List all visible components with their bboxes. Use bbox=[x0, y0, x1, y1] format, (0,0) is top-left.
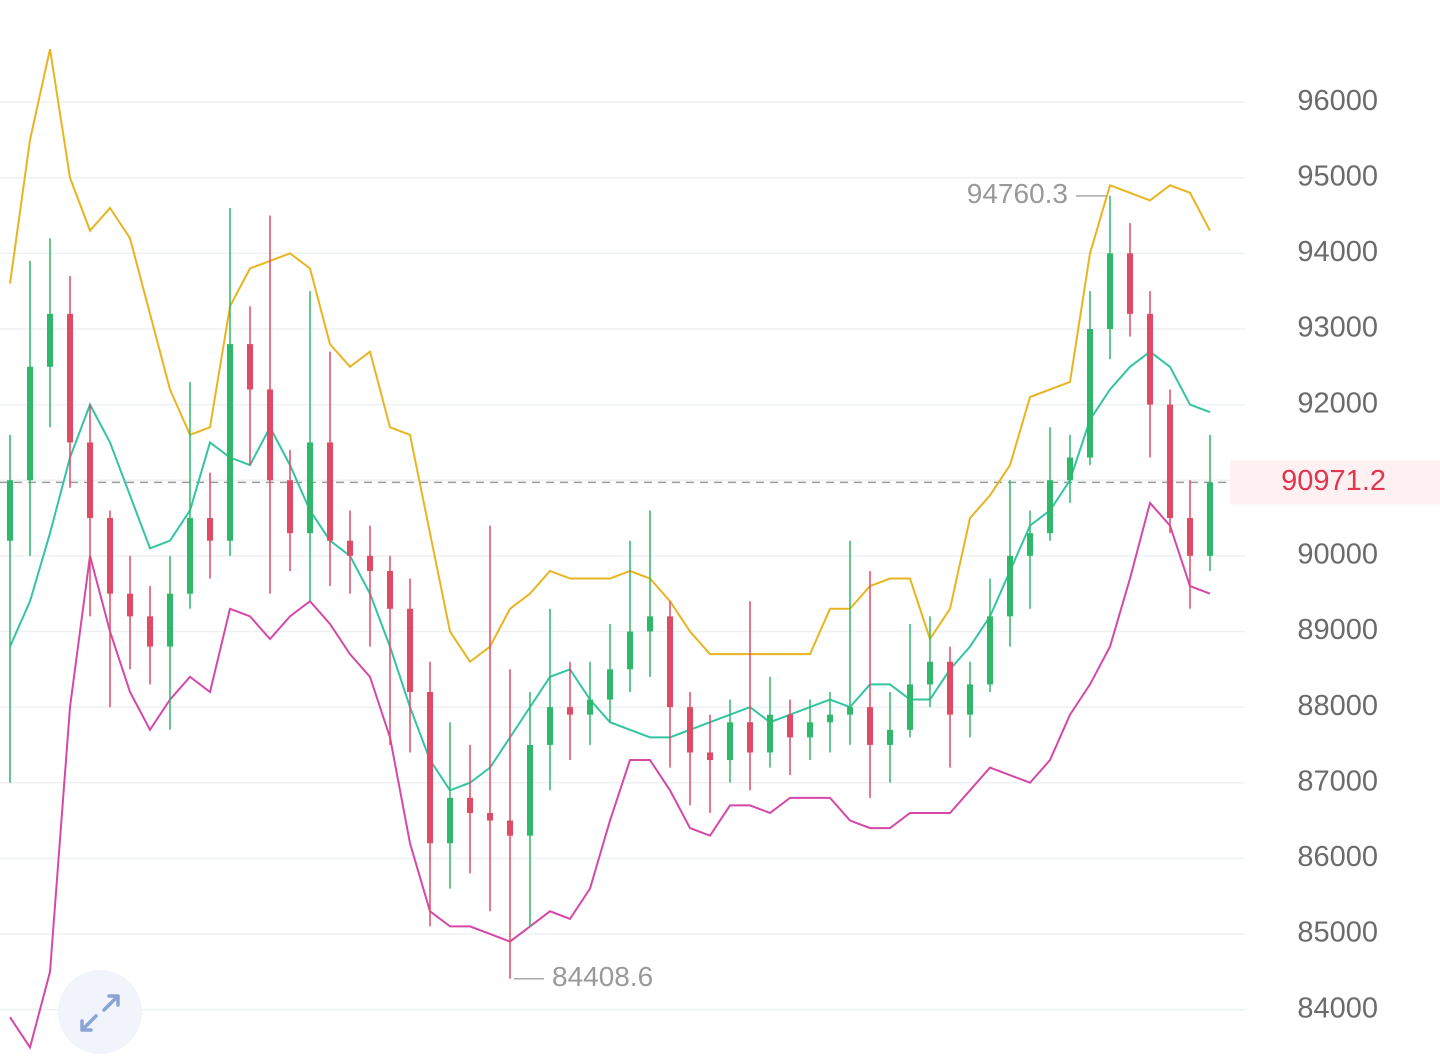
candle-body bbox=[347, 540, 353, 556]
candle-body bbox=[1187, 518, 1193, 556]
min-label: 84408.6 bbox=[552, 961, 653, 992]
band-line bbox=[9, 48, 1211, 664]
candle-body bbox=[1027, 533, 1033, 556]
candle-body bbox=[667, 616, 673, 708]
candle-body bbox=[367, 555, 373, 571]
y-tick-label: 94000 bbox=[1297, 236, 1378, 268]
candle-body bbox=[467, 797, 473, 813]
candle-body bbox=[1047, 480, 1053, 534]
y-tick-label: 95000 bbox=[1297, 160, 1378, 192]
candle-body bbox=[447, 797, 453, 844]
candle-body bbox=[1007, 555, 1013, 617]
candle-body bbox=[827, 714, 833, 723]
band-line bbox=[9, 500, 1211, 1050]
y-tick-label: 87000 bbox=[1297, 765, 1378, 797]
candle-body bbox=[847, 707, 853, 715]
candle-body bbox=[127, 593, 133, 617]
candle-body bbox=[547, 707, 553, 745]
candle-body bbox=[627, 631, 633, 670]
candle-body bbox=[147, 616, 153, 647]
candle-body bbox=[47, 313, 53, 367]
candle-body bbox=[1127, 253, 1133, 314]
candle-body bbox=[687, 707, 693, 753]
plot-area: 94760.3 84408.6 bbox=[7, 48, 1213, 1050]
candle-body bbox=[7, 480, 13, 541]
candle-body bbox=[407, 608, 413, 692]
candle-body bbox=[427, 691, 433, 844]
candle-body bbox=[327, 442, 333, 541]
y-tick-label: 89000 bbox=[1297, 614, 1378, 646]
y-axis: 8400085000860008700088000890009000091000… bbox=[1230, 85, 1440, 1024]
candle-body bbox=[907, 684, 913, 730]
max-label: 94760.3 bbox=[967, 178, 1068, 209]
candle-body bbox=[987, 616, 993, 685]
candle-body bbox=[1207, 482, 1213, 556]
y-tick-label: 88000 bbox=[1297, 690, 1378, 722]
candle-body bbox=[167, 593, 173, 647]
candle-body bbox=[807, 722, 813, 738]
candle-body bbox=[1107, 253, 1113, 329]
candle-body bbox=[67, 313, 73, 443]
y-tick-label: 92000 bbox=[1297, 387, 1378, 419]
candle-body bbox=[867, 707, 873, 745]
candle-body bbox=[707, 752, 713, 761]
candle-body bbox=[107, 518, 113, 594]
candle-body bbox=[387, 570, 393, 609]
candle-body bbox=[207, 518, 213, 541]
y-tick-label: 93000 bbox=[1297, 312, 1378, 344]
candle-body bbox=[267, 389, 273, 481]
candle-body bbox=[1087, 328, 1093, 458]
candle-body bbox=[307, 442, 313, 534]
candle-body bbox=[607, 669, 613, 700]
candle-body bbox=[1167, 404, 1173, 519]
candle-body bbox=[527, 744, 533, 836]
candle-body bbox=[947, 661, 953, 715]
candle-body bbox=[647, 616, 653, 632]
candle-body bbox=[227, 344, 233, 541]
candle-body bbox=[747, 722, 753, 753]
candle-body bbox=[1067, 457, 1073, 481]
candle-body bbox=[567, 707, 573, 715]
candle-body bbox=[287, 480, 293, 534]
y-tick-label: 96000 bbox=[1297, 85, 1378, 117]
y-tick-label: 90000 bbox=[1297, 539, 1378, 571]
candle-body bbox=[927, 661, 933, 685]
y-tick-label: 84000 bbox=[1297, 992, 1378, 1024]
candle-body bbox=[767, 714, 773, 753]
candle-body bbox=[727, 722, 733, 761]
candle-body bbox=[247, 344, 253, 390]
candle-body bbox=[587, 699, 593, 715]
candle-body bbox=[87, 442, 93, 519]
candle-body bbox=[27, 366, 33, 481]
y-tick-label: 86000 bbox=[1297, 841, 1378, 873]
candle-body bbox=[187, 518, 193, 594]
grid bbox=[0, 101, 1245, 1011]
candle-body bbox=[1147, 313, 1153, 405]
candle-body bbox=[507, 820, 513, 836]
candle-body bbox=[887, 729, 893, 745]
candle-body bbox=[787, 714, 793, 738]
last-price-box bbox=[1230, 460, 1440, 505]
candle-body bbox=[967, 684, 973, 715]
expand-button[interactable] bbox=[58, 970, 142, 1054]
last-price-label: 90971.2 bbox=[1281, 465, 1386, 497]
candle-body bbox=[487, 812, 493, 821]
y-tick-label: 85000 bbox=[1297, 917, 1378, 949]
